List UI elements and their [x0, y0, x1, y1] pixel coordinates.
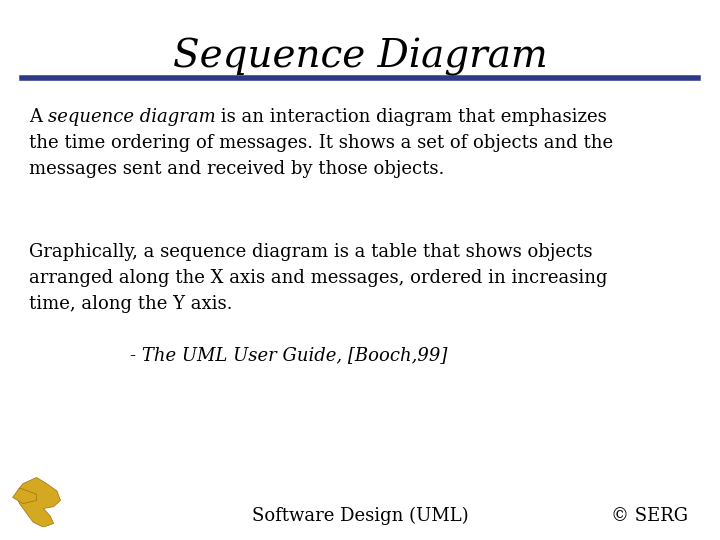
Text: Graphically, a sequence diagram is a table that shows objects: Graphically, a sequence diagram is a tab… — [29, 243, 593, 261]
Text: sequence diagram: sequence diagram — [48, 108, 215, 126]
Text: arranged along the X axis and messages, ordered in increasing: arranged along the X axis and messages, … — [29, 269, 607, 287]
Text: time, along the Y axis.: time, along the Y axis. — [29, 295, 233, 313]
Polygon shape — [16, 477, 60, 527]
Text: the time ordering of messages. It shows a set of objects and the: the time ordering of messages. It shows … — [29, 134, 613, 152]
Text: Software Design (UML): Software Design (UML) — [252, 507, 468, 525]
Polygon shape — [13, 488, 37, 503]
Text: is an interaction diagram that emphasizes: is an interaction diagram that emphasize… — [215, 108, 607, 126]
Text: - The UML User Guide, [Booch,99]: - The UML User Guide, [Booch,99] — [130, 346, 447, 363]
Text: UNIVERSITY: UNIVERSITY — [28, 532, 52, 536]
Text: © SERG: © SERG — [611, 507, 688, 525]
Text: messages sent and received by those objects.: messages sent and received by those obje… — [29, 160, 444, 178]
Text: Sequence Diagram: Sequence Diagram — [173, 38, 547, 76]
Text: Drexel: Drexel — [29, 526, 51, 531]
Text: A: A — [29, 108, 48, 126]
